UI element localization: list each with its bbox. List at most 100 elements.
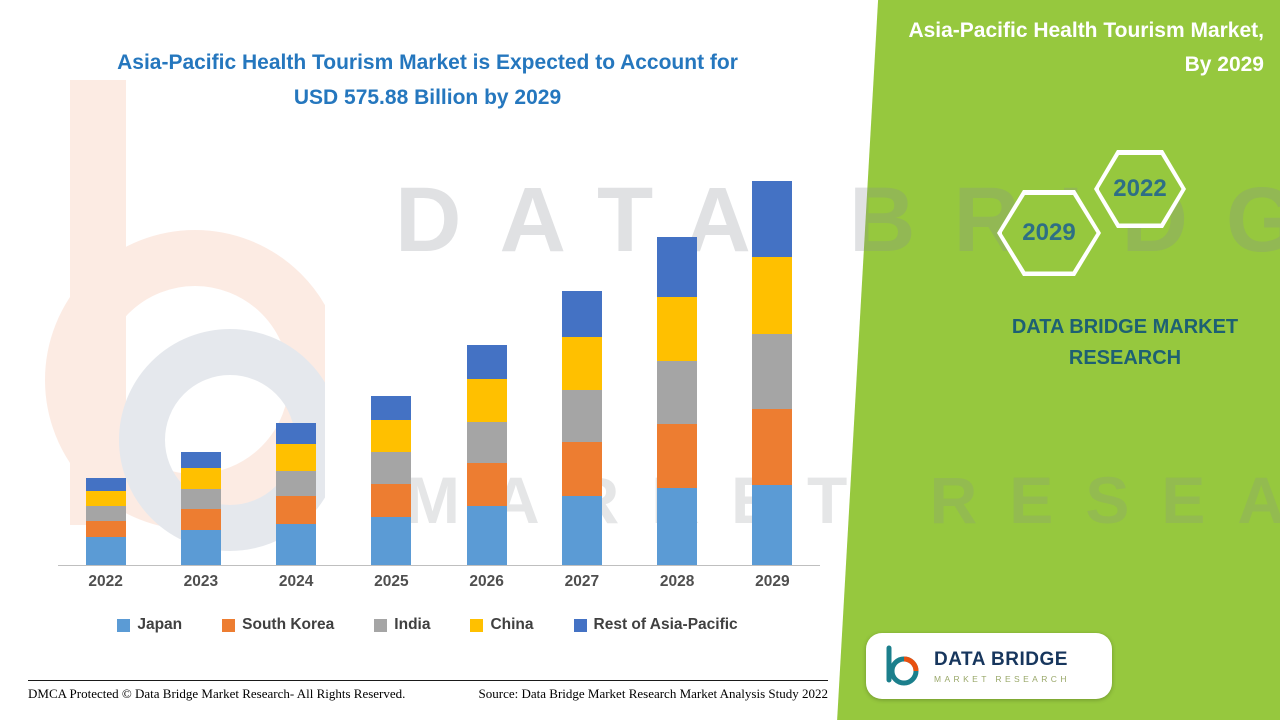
segment-china-2024 [276, 444, 317, 472]
bar-slot-2027 [534, 165, 629, 565]
legend-item-japan: Japan [117, 616, 182, 634]
segment-south-korea-2024 [276, 496, 317, 524]
segment-japan-2027 [561, 495, 602, 565]
brand-caption: DATA BRIDGE MARKET RESEARCH [1000, 312, 1250, 374]
segment-rest-of-asia-pacific-2027 [561, 291, 602, 338]
legend-label-india: India [394, 616, 431, 633]
legend-swatch-china [470, 618, 484, 632]
stacked-bar-2028 [657, 237, 698, 565]
x-tick-2023: 2023 [183, 573, 219, 590]
segment-south-korea-2023 [180, 509, 221, 531]
segment-china-2022 [85, 491, 126, 507]
side-panel-title-line1: Asia-Pacific Health Tourism Market, [908, 19, 1264, 42]
segment-china-2023 [180, 468, 221, 490]
segment-india-2027 [561, 390, 602, 442]
x-tick-2028: 2028 [659, 573, 695, 590]
segment-japan-2026 [466, 506, 507, 565]
segment-japan-2025 [371, 517, 412, 565]
stacked-bar-2026 [466, 345, 507, 565]
logo-brand-name: DATA BRIDGE [934, 648, 1068, 670]
footer-dmca-text: DMCA Protected © Data Bridge Market Rese… [28, 686, 406, 701]
hexagon-2022-label: 2022 [1113, 175, 1167, 202]
segment-rest-of-asia-pacific-2029 [752, 181, 793, 258]
segment-india-2022 [85, 506, 126, 521]
segment-china-2027 [561, 337, 602, 391]
x-tick-2024: 2024 [278, 573, 314, 590]
x-tick-2025: 2025 [374, 573, 409, 590]
page-title: Asia-Pacific Health Tourism Market is Ex… [35, 46, 820, 115]
segment-china-2026 [466, 379, 507, 422]
segment-rest-of-asia-pacific-2025 [371, 395, 412, 420]
x-tick-2029: 2029 [755, 573, 790, 590]
logo-text: DATA BRIDGE MARKET RESEARCH [934, 649, 1070, 684]
segment-rest-of-asia-pacific-2023 [180, 451, 221, 469]
segment-india-2024 [276, 471, 317, 497]
segment-china-2025 [371, 419, 412, 453]
hexagon-2029-inner: 2029 [1001, 194, 1097, 272]
brand-caption-line2: RESEARCH [1068, 347, 1182, 369]
segment-japan-2024 [276, 523, 317, 565]
segment-south-korea-2027 [561, 441, 602, 496]
footer: DMCA Protected © Data Bridge Market Rese… [28, 680, 828, 702]
legend: Japan South Korea India China Rest of Asia-P… [35, 616, 820, 634]
logo-brand-subtitle: MARKET RESEARCH [934, 673, 1070, 684]
segment-india-2028 [657, 361, 698, 424]
bar-slot-2024 [249, 165, 344, 565]
segment-china-2029 [752, 257, 793, 334]
bar-slot-2025 [344, 165, 439, 565]
segment-india-2025 [371, 452, 412, 484]
segment-south-korea-2028 [657, 423, 698, 489]
x-tick-2026: 2026 [469, 573, 504, 590]
bar-slot-2022 [58, 165, 153, 565]
x-tick-2022: 2022 [88, 573, 123, 590]
segment-japan-2028 [657, 488, 698, 565]
hexagon-2022-inner: 2022 [1098, 154, 1182, 224]
logo-card: DATA BRIDGE MARKET RESEARCH [866, 633, 1112, 699]
legend-swatch-rest-of-asia-pacific [573, 618, 587, 632]
brand-caption-line1: DATA BRIDGE MARKET [1011, 316, 1239, 338]
segment-rest-of-asia-pacific-2022 [85, 478, 126, 492]
segment-south-korea-2029 [752, 409, 793, 485]
legend-swatch-south-korea [222, 618, 236, 632]
segment-india-2023 [180, 489, 221, 510]
bar-slot-2026 [439, 165, 534, 565]
page-title-line2: USD 575.88 Billion by 2029 [293, 85, 562, 109]
x-tick-2027: 2027 [564, 573, 600, 590]
segment-china-2028 [657, 297, 698, 362]
legend-swatch-india [374, 618, 388, 632]
data-bridge-logo-icon [886, 645, 919, 686]
stacked-bar-2024 [276, 423, 317, 565]
segment-japan-2022 [85, 537, 126, 565]
segment-india-2029 [752, 333, 793, 409]
bar-slot-2029 [725, 165, 820, 565]
segment-rest-of-asia-pacific-2028 [657, 237, 698, 298]
side-panel-title-line2: By 2029 [1184, 52, 1264, 76]
segment-japan-2029 [752, 485, 793, 565]
hexagon-2029-label: 2029 [1022, 219, 1076, 246]
segment-japan-2023 [180, 530, 221, 565]
stacked-bar-2025 [371, 395, 412, 565]
stacked-bar-2022 [85, 478, 126, 565]
segment-south-korea-2026 [466, 463, 507, 507]
side-panel-title: Asia-Pacific Health Tourism Market, By 2… [874, 14, 1264, 81]
stacked-bar-2023 [180, 451, 221, 565]
legend-item-rest-of-asia-pacific: Rest of Asia-Pacific [573, 616, 738, 634]
segment-south-korea-2025 [371, 483, 412, 517]
segment-rest-of-asia-pacific-2024 [276, 423, 317, 445]
bar-slot-2023 [153, 165, 248, 565]
legend-item-china: China [470, 616, 534, 634]
page-title-line1: Asia-Pacific Health Tourism Market is Ex… [117, 51, 738, 74]
legend-label-japan: Japan [137, 616, 183, 633]
legend-item-india: India [374, 616, 430, 634]
stacked-bar-2029 [752, 181, 793, 565]
legend-label-rest-of-asia-pacific: Rest of Asia-Pacific [593, 616, 738, 633]
legend-swatch-japan [117, 618, 131, 632]
footer-source-text: Source: Data Bridge Market Research Mark… [478, 686, 828, 701]
bar-slot-2028 [630, 165, 725, 565]
segment-south-korea-2022 [85, 521, 126, 537]
hexagon-2022: 2022 [1094, 150, 1186, 228]
stacked-bar-2027 [561, 291, 602, 565]
segment-india-2026 [466, 421, 507, 464]
